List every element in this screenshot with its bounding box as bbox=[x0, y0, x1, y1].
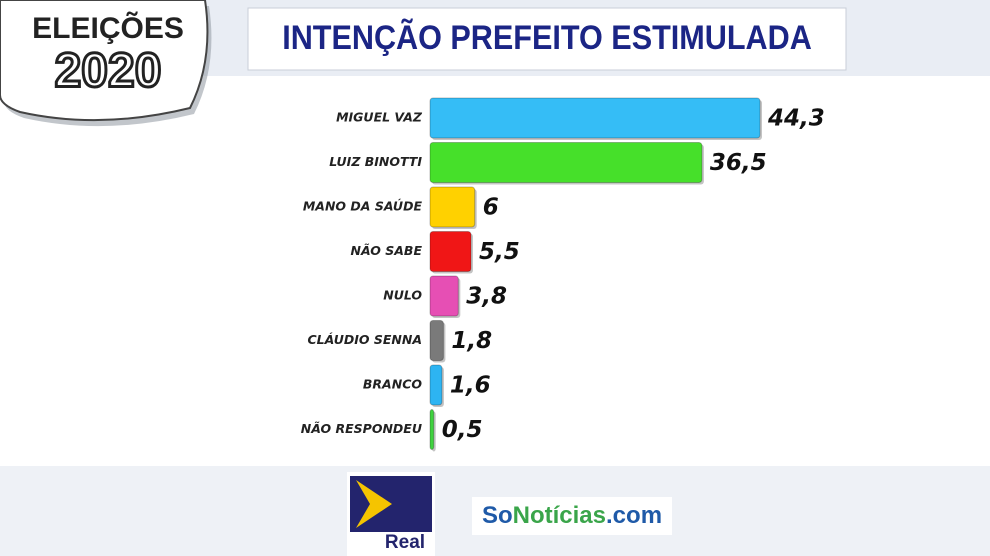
value-label: 6 bbox=[483, 195, 499, 221]
bar bbox=[429, 186, 476, 228]
bar bbox=[429, 320, 444, 361]
title-box bbox=[247, 7, 847, 71]
chart-title: INTENÇÃO PREFEITO ESTIMULADA bbox=[282, 17, 812, 56]
category-label: LUIZ BINOTTI bbox=[329, 154, 422, 169]
value-label: 0,5 bbox=[442, 417, 483, 443]
category-label: NULO bbox=[383, 288, 422, 303]
badge: ELEIÇÕES 2020 bbox=[0, 0, 212, 127]
value-label: 1,6 bbox=[450, 373, 491, 399]
real-logo: Real bbox=[347, 472, 435, 556]
category-label: NÃO RESPONDEU bbox=[301, 421, 422, 436]
bar bbox=[429, 364, 443, 406]
category-label: MIGUEL VAZ bbox=[336, 110, 423, 125]
badge-line1: ELEIÇÕES bbox=[32, 11, 184, 45]
badge-line2: 2020 bbox=[55, 45, 162, 98]
badge-shape bbox=[0, 0, 209, 122]
value-label: 44,3 bbox=[767, 106, 825, 132]
category-label: BRANCO bbox=[363, 377, 422, 392]
logo-part: So bbox=[482, 502, 513, 529]
bar bbox=[429, 275, 459, 317]
category-label: CLÁUDIO SENNA bbox=[307, 332, 422, 347]
real-logo-arrow bbox=[356, 480, 392, 528]
bar bbox=[429, 142, 703, 183]
logo-part: .com bbox=[606, 502, 662, 529]
sonoticias-logo-bg bbox=[472, 497, 672, 535]
value-label: 3,8 bbox=[466, 284, 507, 310]
bar bbox=[429, 231, 472, 272]
logo-part: Notícias bbox=[513, 502, 606, 529]
value-label: 5,5 bbox=[479, 239, 520, 265]
value-label: 36,5 bbox=[710, 150, 767, 176]
bar bbox=[429, 97, 761, 139]
real-logo-text: Real bbox=[385, 532, 425, 553]
category-label: NÃO SABE bbox=[351, 243, 423, 258]
bar bbox=[429, 409, 435, 450]
plot-area bbox=[0, 76, 990, 466]
value-label: 1,8 bbox=[451, 328, 492, 354]
sonoticias-logo: SoNotícias.com bbox=[482, 502, 662, 529]
category-label: MANO DA SAÚDE bbox=[303, 199, 423, 214]
